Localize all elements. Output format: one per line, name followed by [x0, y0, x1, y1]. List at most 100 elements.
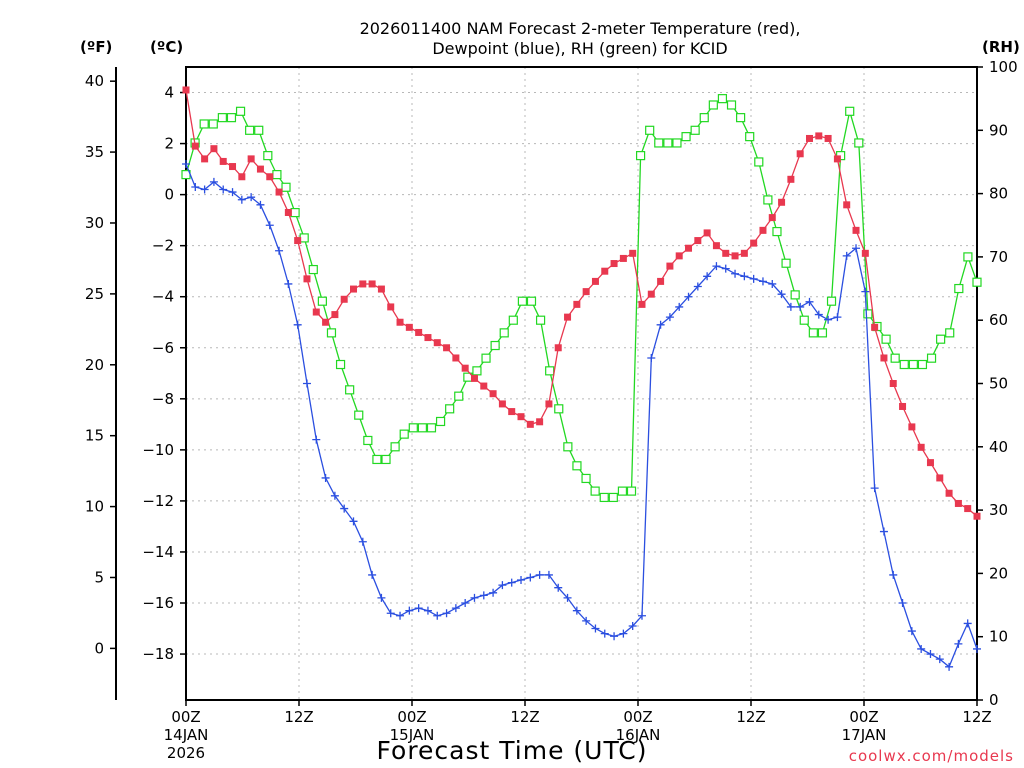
rh-point [226, 113, 237, 123]
rh-point [517, 296, 528, 306]
rh-point [954, 283, 964, 294]
rh-point [799, 315, 809, 325]
dewpoint-point [973, 644, 981, 653]
rh-point [499, 328, 509, 338]
rh-point [936, 334, 946, 344]
rh-point [663, 138, 673, 148]
dewpoint-point [396, 611, 405, 620]
celsius-tick-label: 0 [164, 186, 174, 204]
rh-point [299, 233, 309, 243]
temperature-point [415, 328, 423, 336]
rh-tick-label: 50 [989, 375, 1008, 393]
rh-tick-label: 70 [989, 248, 1008, 266]
temperature-point [387, 303, 395, 311]
temperature-point [526, 420, 534, 428]
rh-point [335, 359, 346, 370]
rh-point [690, 125, 700, 135]
rh-point [645, 125, 655, 135]
dewpoint-point [582, 616, 591, 625]
temperature-point [536, 418, 544, 426]
dewpoint-point [684, 292, 693, 301]
dewpoint-point [386, 609, 395, 618]
dewpoint-point [377, 593, 386, 602]
credit-text: coolwx.com/models [849, 747, 1014, 765]
dewpoint-point [340, 504, 349, 513]
rh-tick-label: 40 [989, 438, 1008, 456]
rh-point [417, 423, 427, 433]
dewpoint-point [544, 570, 553, 579]
temperature-point [564, 313, 572, 321]
rh-point [681, 132, 691, 142]
dewpoint-point [498, 581, 507, 590]
temperature-point [480, 382, 488, 390]
temperature-point [210, 145, 218, 153]
temperature-point [852, 226, 860, 234]
rh-point [263, 151, 273, 161]
dewpoint-point [451, 604, 460, 613]
dewpoint-point [656, 320, 665, 329]
rh-point [435, 416, 446, 427]
temperature-point [191, 142, 199, 150]
rh-point [454, 391, 464, 401]
temperature-point [619, 254, 627, 262]
rh-point [817, 328, 828, 338]
temperature-point [796, 150, 804, 158]
dewpoint-series [182, 159, 981, 671]
temperature-point [908, 423, 916, 431]
temperature-point [610, 260, 618, 268]
rh-point [563, 442, 573, 452]
temperature-point [405, 323, 413, 331]
rh-point [408, 423, 418, 433]
celsius-tick-label: −2 [152, 237, 174, 255]
temperature-point [238, 173, 246, 181]
fahrenheit-tick-labels: 40 35 30 25 20 15 10 5 0 [85, 72, 116, 657]
rh-point [963, 252, 973, 262]
dewpoint-point [824, 315, 833, 324]
temperature-point [275, 188, 283, 196]
fahrenheit-tick-label: 35 [85, 143, 104, 161]
temperature-point [452, 354, 460, 362]
dewpoint-point [712, 262, 721, 271]
temperature-point [461, 364, 469, 372]
dewpoint-point [796, 302, 805, 311]
rh-point [345, 385, 355, 395]
dewpoint-point [665, 313, 674, 322]
dewpoint-point [693, 282, 702, 291]
dewpoint-point [535, 570, 544, 579]
temperature-point [396, 318, 404, 326]
x-axis-label: Forecast Time (UTC) [377, 736, 648, 765]
temperature-point [377, 285, 385, 293]
temperature-point [368, 280, 376, 288]
dewpoint-point [963, 619, 972, 628]
rh-point [626, 486, 637, 496]
temperature-series [182, 86, 981, 520]
temperature-point [331, 311, 339, 319]
dewpoint-point [945, 662, 954, 671]
celsius-tick-label: −12 [142, 492, 174, 510]
temperature-point [685, 244, 693, 252]
dewpoint-point [907, 627, 916, 636]
rh-point [372, 454, 382, 465]
temperature-point [899, 402, 907, 410]
rh-point [763, 195, 773, 205]
rh-point [426, 423, 437, 433]
dewpoint-point [889, 570, 898, 579]
fahrenheit-tick-label: 30 [85, 214, 104, 232]
celsius-tick-label: −16 [142, 594, 174, 612]
rh-point [890, 353, 900, 363]
rh-point [654, 138, 664, 148]
rh-point [672, 138, 682, 148]
rh-point [708, 100, 718, 110]
dewpoint-point [247, 193, 256, 202]
dewpoint-point [563, 593, 572, 602]
rh-tick-label: 10 [989, 628, 1008, 646]
rh-point [863, 309, 873, 319]
dewpoint-point [461, 599, 470, 608]
chart-title-line2: Dewpoint (blue), RH (green) for KCID [432, 39, 727, 58]
time-tick-label: 00Z [623, 708, 652, 726]
dewpoint-point [731, 269, 740, 278]
rh-tick-label: 30 [989, 501, 1008, 519]
dewpoint-point [302, 379, 311, 388]
